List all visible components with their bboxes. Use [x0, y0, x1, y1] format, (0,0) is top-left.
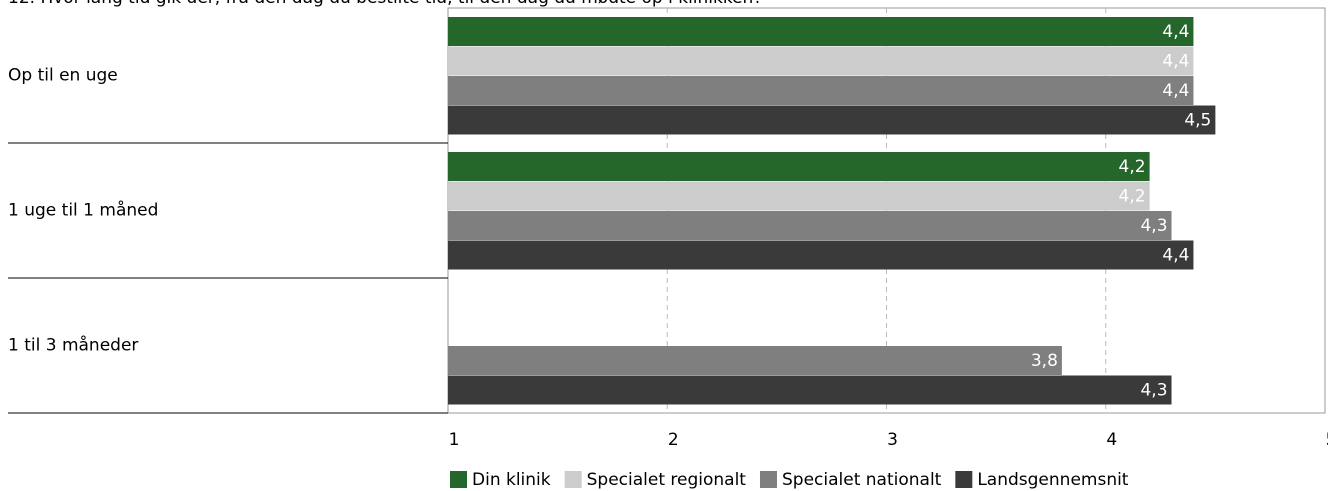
- bar: [448, 105, 1216, 135]
- legend-label: Din klinik: [472, 470, 551, 490]
- value-label: 4,3: [1140, 380, 1167, 400]
- x-tick-label: 5: [1326, 430, 1328, 450]
- bar: [448, 211, 1172, 240]
- value-label: 4,5: [1184, 110, 1211, 130]
- legend-swatch: [564, 471, 582, 488]
- bar: [448, 46, 1194, 76]
- bar: [448, 181, 1150, 211]
- legend-swatch: [759, 471, 777, 488]
- legend-label: Landsgennemsnit: [977, 470, 1128, 490]
- x-tick-label: 3: [887, 430, 898, 450]
- value-label: 4,4: [1162, 51, 1189, 71]
- legend-label: Specialet regionalt: [587, 470, 747, 490]
- legend-label: Specialet nationalt: [782, 470, 942, 490]
- bar: [448, 17, 1194, 46]
- category-label: 1 til 3 måneder: [8, 335, 138, 356]
- chart-title: 12. Hvor lang tid gik der, fra den dag d…: [8, 0, 762, 8]
- x-tick-label: 2: [668, 430, 679, 450]
- x-tick-label: 4: [1106, 430, 1117, 450]
- legend-swatch: [955, 471, 973, 488]
- category-label: 1 uge til 1 måned: [8, 200, 158, 221]
- value-label: 4,4: [1162, 22, 1189, 42]
- bar: [448, 375, 1172, 405]
- value-label: 3,8: [1031, 351, 1058, 371]
- value-label: 4,4: [1162, 245, 1189, 265]
- legend-swatch: [450, 471, 467, 488]
- category-label: Op til en uge: [8, 66, 118, 86]
- value-label: 4,4: [1162, 81, 1189, 101]
- bar: [448, 152, 1150, 181]
- bar: [448, 240, 1194, 270]
- bar: [448, 346, 1062, 375]
- value-label: 4,3: [1140, 216, 1167, 236]
- value-label: 4,2: [1119, 157, 1146, 177]
- value-label: 4,2: [1119, 186, 1146, 206]
- bar: [448, 76, 1194, 105]
- x-tick-label: 1: [449, 430, 460, 450]
